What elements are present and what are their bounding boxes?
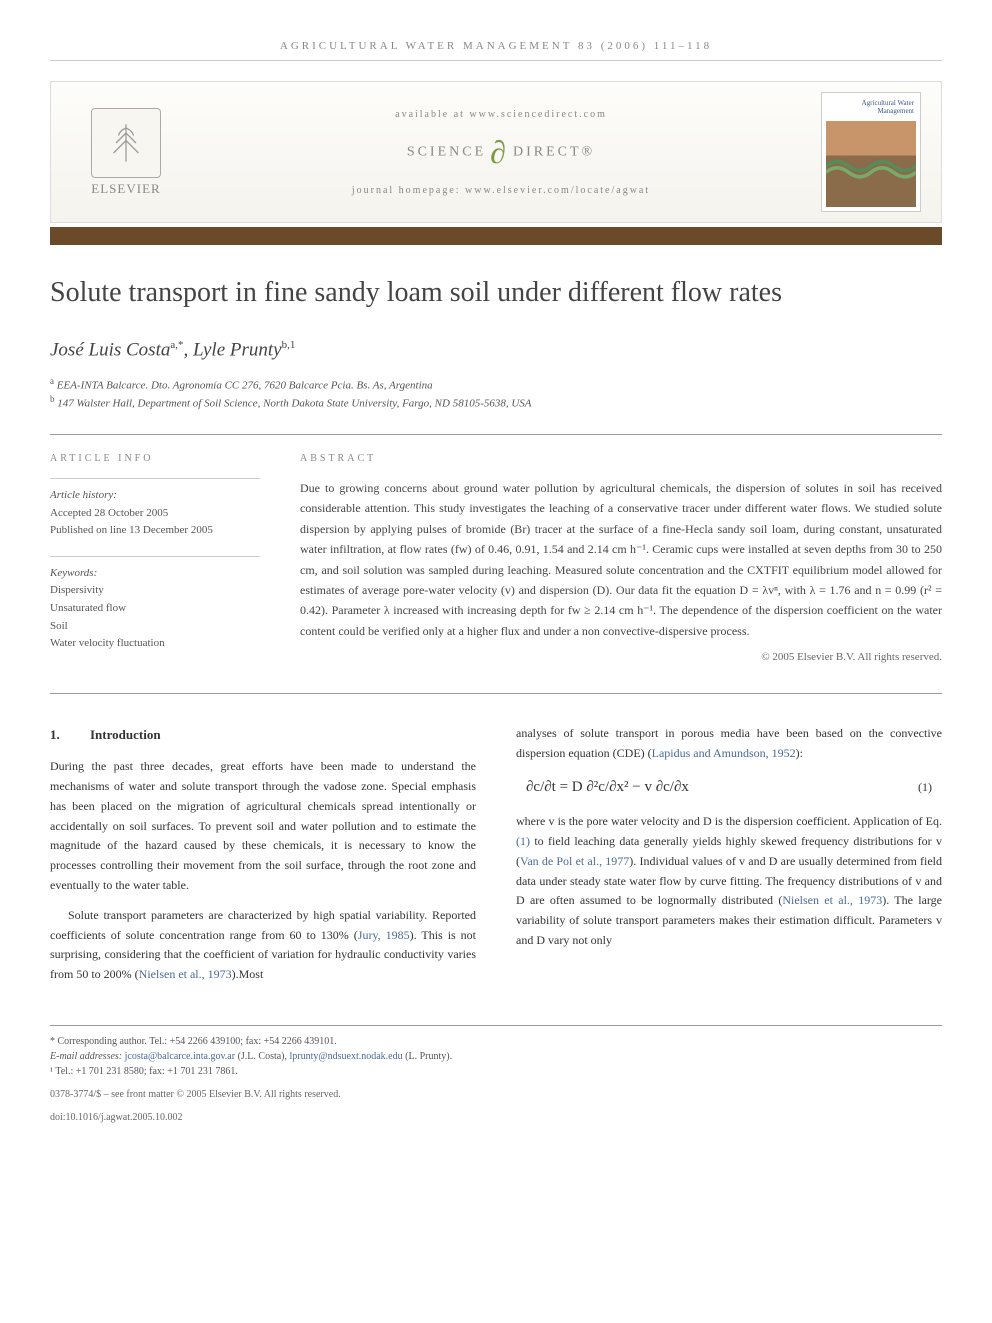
journal-homepage-text: journal homepage: www.elsevier.com/locat… [201, 185, 801, 196]
email-costa[interactable]: jcosta@balcarce.inta.gov.ar [125, 1051, 235, 1062]
sciencedirect-logo: SCIENCE ∂ DIRECT® [201, 134, 801, 171]
history-label: Article history: [50, 487, 260, 505]
body-col-left: 1.Introduction During the past three dec… [50, 724, 476, 995]
article-info-column: ARTICLE INFO Article history: Accepted 2… [50, 453, 260, 669]
sd-d-icon: ∂ [490, 134, 509, 170]
col2-para-1: analyses of solute transport in porous m… [516, 724, 942, 764]
author-1-sup: a,* [170, 339, 183, 351]
journal-banner: ELSEVIER available at www.sciencedirect.… [50, 81, 942, 223]
email-prunty[interactable]: lprunty@ndsuext.nodak.edu [290, 1051, 403, 1062]
affil-b-text: 147 Walster Hall, Department of Soil Sci… [57, 398, 531, 410]
col2-para-2: where v is the pore water velocity and D… [516, 812, 942, 951]
elsevier-tree-icon [91, 108, 161, 178]
affil-b-sup: b [50, 394, 55, 404]
banner-center: available at www.sciencedirect.com SCIEN… [181, 109, 821, 196]
article-history-block: Article history: Accepted 28 October 200… [50, 478, 260, 540]
elsevier-logo: ELSEVIER [71, 97, 181, 207]
author-list: José Luis Costaa,*, Lyle Pruntyb,1 [50, 339, 942, 361]
keyword-2: Unsaturated flow [50, 600, 260, 618]
keyword-3: Soil [50, 618, 260, 636]
body-col-right: analyses of solute transport in porous m… [516, 724, 942, 995]
journal-cover-art [826, 121, 916, 207]
intro-para-1: During the past three decades, great eff… [50, 757, 476, 896]
keywords-label: Keywords: [50, 565, 260, 583]
author-2-sup: b,1 [282, 339, 296, 351]
keyword-4: Water velocity fluctuation [50, 635, 260, 653]
section-1-heading: 1.Introduction [50, 724, 476, 745]
equation-1-number: (1) [918, 778, 932, 798]
history-accepted: Accepted 28 October 2005 [50, 505, 260, 523]
p2-text-c: ).Most [232, 967, 264, 981]
ref-lapidus-1952[interactable]: Lapidus and Amundson, 1952 [652, 746, 796, 760]
running-header: AGRICULTURAL WATER MANAGEMENT 83 (2006) … [50, 40, 942, 61]
ref-vandepol-1977[interactable]: Van de Pol et al., 1977 [520, 854, 629, 868]
journal-cover-title: Agricultural Water Management [826, 97, 916, 117]
eq-ref-1[interactable]: (1) [516, 834, 530, 848]
journal-cover-thumbnail: Agricultural Water Management [821, 92, 921, 212]
author-2: Lyle Prunty [193, 340, 282, 361]
equation-1: ∂c/∂t = D ∂²c/∂x² − v ∂c/∂x (1) [516, 775, 942, 800]
emails-label: E-mail addresses: [50, 1051, 122, 1062]
abstract-copyright: © 2005 Elsevier B.V. All rights reserved… [300, 651, 942, 663]
abstract-text: Due to growing concerns about ground wat… [300, 478, 942, 641]
body-two-column: 1.Introduction During the past three dec… [50, 724, 942, 995]
affiliation-a: a EEA-INTA Balcarce. Dto. Agronomía CC 2… [50, 376, 942, 392]
available-at-text: available at www.sciencedirect.com [201, 109, 801, 120]
article-info-label: ARTICLE INFO [50, 453, 260, 464]
affil-a-text: EEA-INTA Balcarce. Dto. Agronomía CC 276… [57, 379, 433, 391]
c2p1-b: ): [796, 746, 803, 760]
meta-abstract-row: ARTICLE INFO Article history: Accepted 2… [50, 453, 942, 669]
keywords-block: Keywords: Dispersivity Unsaturated flow … [50, 556, 260, 653]
sd-left: SCIENCE [407, 144, 486, 159]
intro-para-2: Solute transport parameters are characte… [50, 906, 476, 985]
history-published: Published on line 13 December 2005 [50, 522, 260, 540]
email-prunty-who: (L. Prunty). [405, 1051, 452, 1062]
equation-1-math: ∂c/∂t = D ∂²c/∂x² − v ∂c/∂x [526, 775, 689, 800]
ref-jury-1985[interactable]: Jury, 1985 [358, 928, 410, 942]
ref-nielsen-1973-a[interactable]: Nielsen et al., 1973 [139, 967, 232, 981]
divider-1 [50, 434, 942, 435]
affiliation-b: b 147 Walster Hall, Department of Soil S… [50, 394, 942, 410]
corresponding-author-note: * Corresponding author. Tel.: +54 2266 4… [50, 1034, 942, 1049]
doi-line: doi:10.1016/j.agwat.2005.10.002 [50, 1110, 942, 1125]
elsevier-wordmark: ELSEVIER [91, 181, 160, 197]
brown-separator-bar [50, 227, 942, 245]
article-title: Solute transport in fine sandy loam soil… [50, 275, 942, 311]
email-costa-who: (J.L. Costa), [238, 1051, 287, 1062]
author-1-phone-note: ¹ Tel.: +1 701 231 8580; fax: +1 701 231… [50, 1064, 942, 1079]
c2p2-a: where v is the pore water velocity and D… [516, 814, 942, 828]
email-line: E-mail addresses: jcosta@balcarce.inta.g… [50, 1049, 942, 1064]
affil-a-sup: a [50, 376, 54, 386]
author-1: José Luis Costa [50, 340, 170, 361]
section-1-num: 1. [50, 724, 90, 745]
keyword-1: Dispersivity [50, 582, 260, 600]
abstract-column: ABSTRACT Due to growing concerns about g… [300, 453, 942, 669]
ref-nielsen-1973-b[interactable]: Nielsen et al., 1973 [782, 893, 882, 907]
footnote-area: * Corresponding author. Tel.: +54 2266 4… [50, 1025, 942, 1125]
abstract-label: ABSTRACT [300, 453, 942, 464]
section-1-title: Introduction [90, 727, 161, 742]
divider-2 [50, 693, 942, 694]
sd-right: DIRECT® [513, 144, 595, 159]
front-matter-line: 0378-3774/$ – see front matter © 2005 El… [50, 1087, 942, 1102]
